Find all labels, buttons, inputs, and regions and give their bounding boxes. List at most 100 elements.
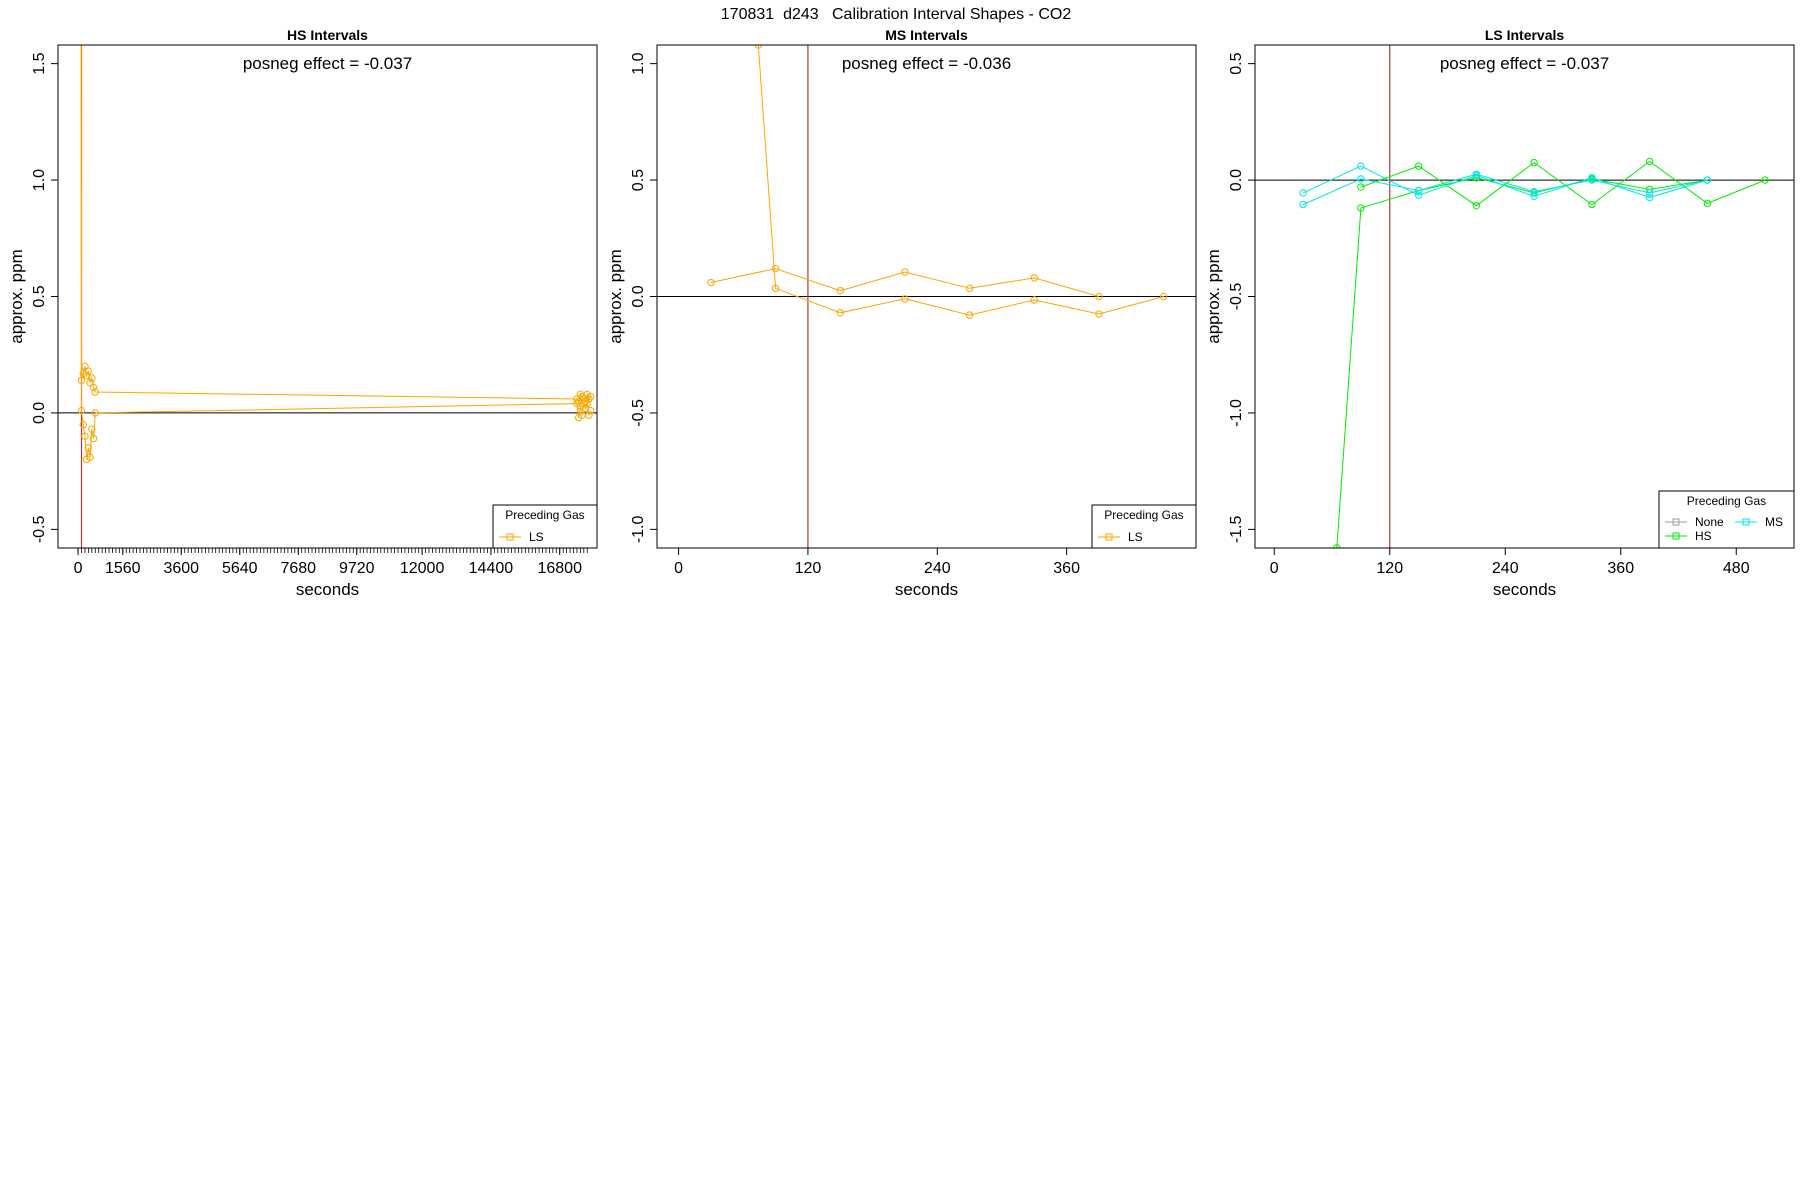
panel-title: HS Intervals [287, 27, 368, 43]
y-tick-label: -1.0 [630, 515, 647, 543]
legend-entry-ls: LS [1128, 530, 1143, 544]
series-ls [754, 45, 1168, 319]
legend-entry-ms: MS [1765, 515, 1783, 529]
plot-area [657, 45, 1196, 548]
series-line [1302, 173, 1708, 205]
data-point [580, 395, 588, 403]
panel-title: MS Intervals [885, 27, 968, 43]
data-point [1645, 189, 1654, 197]
x-tick-label: 0 [74, 560, 83, 577]
data-point [836, 309, 844, 317]
data-point [1472, 170, 1481, 178]
data-point [754, 45, 763, 49]
data-point [1299, 189, 1307, 197]
panel-title: LS Intervals [1485, 27, 1565, 43]
data-point [84, 444, 93, 452]
data-point [1588, 176, 1596, 184]
data-point [1703, 199, 1712, 208]
data-point [1030, 296, 1039, 304]
data-point [1357, 183, 1365, 191]
data-point [84, 367, 93, 375]
y-tick-label: 0.5 [1228, 52, 1245, 74]
data-point [79, 420, 87, 429]
data-point [586, 392, 595, 401]
y-axis-label: approx. ppm [1204, 249, 1223, 344]
x-tick-label: 360 [1607, 560, 1634, 577]
data-point [86, 453, 94, 461]
y-tick-label: 0.0 [630, 285, 647, 307]
data-point [89, 434, 98, 443]
data-point [1357, 162, 1365, 170]
data-point [901, 268, 909, 276]
data-point [965, 284, 974, 293]
series-line [1302, 165, 1708, 199]
data-point [707, 278, 715, 287]
data-point [1414, 186, 1423, 195]
posneg-annotation: posneg effect = -0.036 [842, 54, 1011, 73]
legend-title: Preceding Gas [1687, 494, 1766, 508]
x-tick-label: 14400 [469, 560, 514, 577]
y-tick-label: 0.5 [31, 285, 48, 307]
data-point [586, 406, 595, 415]
x-tick-label: 0 [1270, 560, 1279, 577]
y-tick-label: -0.5 [31, 515, 48, 543]
plot-area [58, 45, 597, 548]
legend-swatch-marker [1742, 518, 1750, 526]
y-tick-label: 0.5 [630, 169, 647, 191]
x-tick-label: 240 [924, 560, 951, 577]
y-tick-label: -0.5 [630, 399, 647, 427]
x-tick-label: 1560 [105, 560, 141, 577]
data-point [91, 409, 99, 417]
posneg-annotation: posneg effect = -0.037 [1440, 54, 1609, 73]
data-point [836, 286, 844, 295]
x-axis-label: seconds [296, 580, 359, 599]
data-point [583, 399, 591, 408]
legend-entry-hs: HS [1695, 529, 1712, 543]
series-ls [707, 264, 1103, 301]
plot-area [1255, 45, 1794, 548]
panel-3: LS Intervals seconds approx. ppm posneg eff… [1204, 27, 1795, 599]
figure-title: 170831 d243 Calibration Interval Shapes … [721, 6, 1072, 23]
legend-swatch-marker [1105, 533, 1113, 541]
data-point [1030, 274, 1039, 282]
data-point [585, 395, 593, 403]
y-tick-label: 0.0 [31, 402, 48, 424]
data-point [91, 388, 99, 396]
panel-1: HS Intervals seconds approx. ppm posneg eff… [7, 27, 598, 599]
y-tick-label: -0.5 [1228, 283, 1245, 311]
y-tick-label: -1.0 [1228, 399, 1245, 427]
legend-box [1658, 490, 1795, 549]
y-tick-label: 1.0 [630, 52, 647, 74]
series-line [757, 45, 1164, 316]
data-point [1414, 191, 1423, 199]
legend-title: Preceding Gas [1104, 508, 1183, 522]
legend-swatch-marker [1672, 532, 1680, 540]
x-tick-label: 120 [795, 560, 822, 577]
x-tick-label: 5640 [222, 560, 258, 577]
data-point [1159, 292, 1168, 301]
series-line [1336, 177, 1708, 548]
x-tick-label: 0 [674, 560, 683, 577]
plot-frame [1254, 44, 1795, 549]
y-axis-label: approx. ppm [7, 249, 26, 344]
legend: Preceding Gas None MS HS [1658, 490, 1795, 549]
x-tick-label: 240 [1492, 560, 1519, 577]
legend-box [1091, 504, 1197, 549]
legend-entry-ls: LS [529, 530, 544, 544]
legend-entry-none: None [1695, 515, 1724, 529]
y-axis-label: approx. ppm [606, 249, 625, 344]
data-point [1095, 292, 1103, 301]
x-tick-label: 9720 [339, 560, 375, 577]
data-point [1588, 174, 1596, 182]
plot-frame [656, 44, 1197, 549]
data-point [81, 432, 89, 440]
series-line [80, 45, 592, 460]
data-point [585, 411, 593, 419]
series-ms [1299, 170, 1712, 209]
data-point [771, 264, 780, 273]
x-tick-label: 3600 [163, 560, 199, 577]
data-point [89, 383, 98, 392]
legend-swatch-marker [506, 533, 514, 541]
x-axis-label: seconds [895, 580, 958, 599]
